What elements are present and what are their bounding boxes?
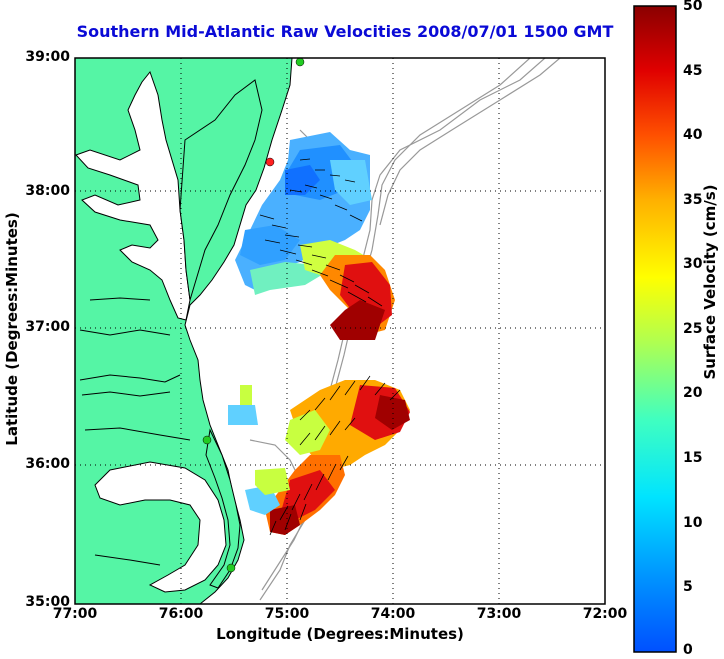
colorbar-tick: 35 xyxy=(683,192,703,208)
x-tick-label: 75:00 xyxy=(264,606,310,622)
eastern-shore xyxy=(179,79,263,301)
station-marker xyxy=(295,58,305,67)
x-axis-label: Longitude (Degrees:Minutes) xyxy=(216,625,464,643)
colorbar-tick: 40 xyxy=(683,127,703,143)
southern-velocity-field xyxy=(228,380,410,535)
station-marker xyxy=(226,563,236,573)
grid-lines xyxy=(75,58,605,604)
colorbar xyxy=(633,5,677,653)
y-tick-label: 37:00 xyxy=(25,319,70,335)
colorbar-tick: 5 xyxy=(683,579,693,595)
colorbar-tick: 10 xyxy=(683,515,703,531)
colorbar-label: Surface Velocity (cm/s) xyxy=(701,184,719,380)
y-tick-label: 39:00 xyxy=(25,49,70,65)
colorbar-tick: 15 xyxy=(683,450,703,466)
plot-border xyxy=(74,57,606,605)
y-tick-label: 38:00 xyxy=(25,183,70,199)
pamlico-sound xyxy=(94,461,227,593)
northern-velocity-field xyxy=(235,132,395,340)
station-marker-highlight xyxy=(265,157,275,167)
x-tick-label: 72:00 xyxy=(582,606,628,622)
colorbar-tick: 50 xyxy=(683,0,703,14)
colorbar-tick: 20 xyxy=(683,385,703,401)
y-tick-label: 35:00 xyxy=(25,594,70,610)
x-tick-label: 74:00 xyxy=(370,606,416,622)
map-title: Southern Mid-Atlantic Raw Velocities 200… xyxy=(76,22,614,41)
rivers xyxy=(79,297,191,566)
outer-banks xyxy=(205,428,241,589)
station-marker xyxy=(202,435,212,445)
x-tick-label: 77:00 xyxy=(52,606,98,622)
x-tick-label: 73:00 xyxy=(476,606,522,622)
colorbar-tick: 0 xyxy=(683,642,693,658)
y-tick-label: 36:00 xyxy=(25,456,70,472)
velocity-vectors xyxy=(259,158,401,536)
y-axis-label: Latitude (Degrees:Minutes) xyxy=(3,212,21,446)
x-tick-label: 76:00 xyxy=(158,606,204,622)
colorbar-tick: 25 xyxy=(683,321,703,337)
colorbar-tick: 45 xyxy=(683,63,703,79)
colorbar-tick: 30 xyxy=(683,256,703,272)
